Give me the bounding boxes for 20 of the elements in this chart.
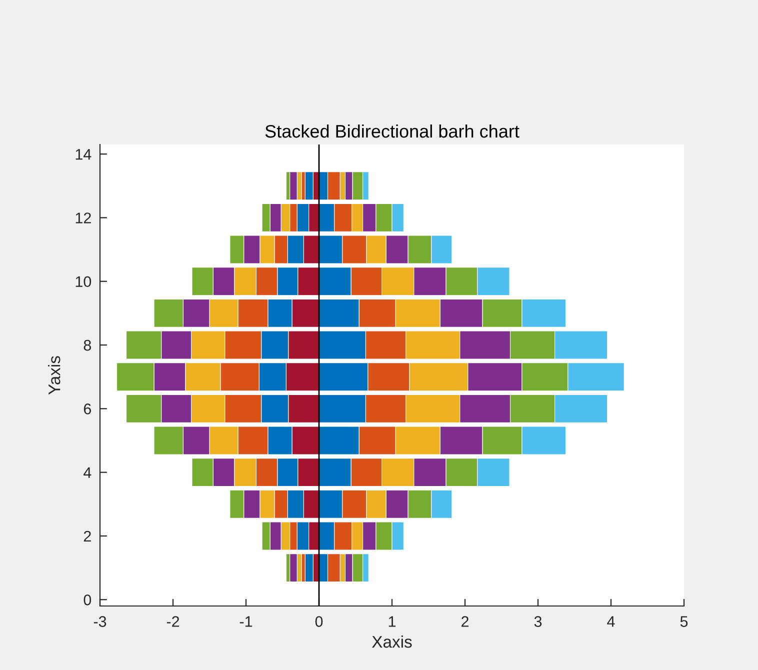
x-tick-label: 0	[315, 616, 323, 627]
y-tick-label: 2	[84, 530, 91, 542]
y-tick-label: 14	[76, 149, 92, 160]
chart-title: Stacked Bidirectional barh chart	[265, 124, 520, 138]
y-tick-label: 10	[76, 276, 92, 288]
y-tick-label: 4	[84, 467, 92, 478]
y-tick-label: 6	[84, 404, 91, 414]
x-tick-label: -3	[94, 616, 106, 627]
x-tick-label: 1	[388, 616, 396, 627]
x-tick-label: -1	[240, 616, 252, 627]
y-tick-label: 8	[84, 340, 92, 351]
x-tick-label: 3	[534, 616, 542, 627]
x-tick-label: 2	[462, 616, 468, 627]
y-axis-title: Yaxis	[48, 356, 60, 395]
y-tick-label: 12	[76, 212, 91, 224]
x-tick-label: 5	[680, 616, 688, 627]
x-axis-title: Xaxis	[372, 636, 412, 648]
y-tick-label: 0	[84, 594, 92, 606]
x-tick-label: 4	[607, 616, 615, 627]
x-tick-label: -2	[166, 616, 180, 627]
